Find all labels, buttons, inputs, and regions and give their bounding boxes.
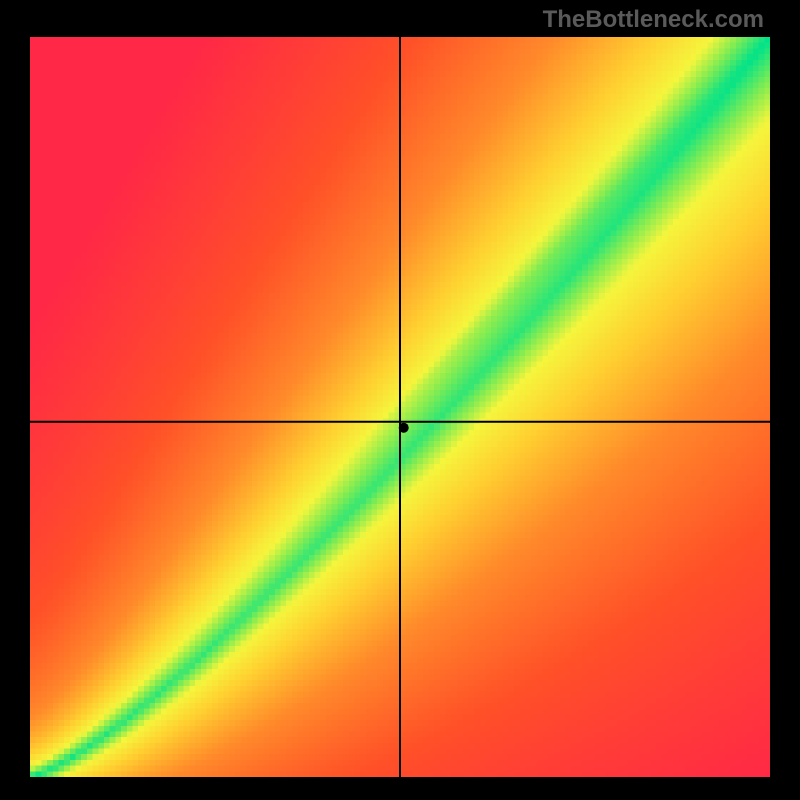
bottleneck-heatmap	[30, 37, 770, 777]
chart-container: { "watermark": { "text": "TheBottleneck.…	[0, 0, 800, 800]
watermark-text: TheBottleneck.com	[543, 6, 764, 34]
